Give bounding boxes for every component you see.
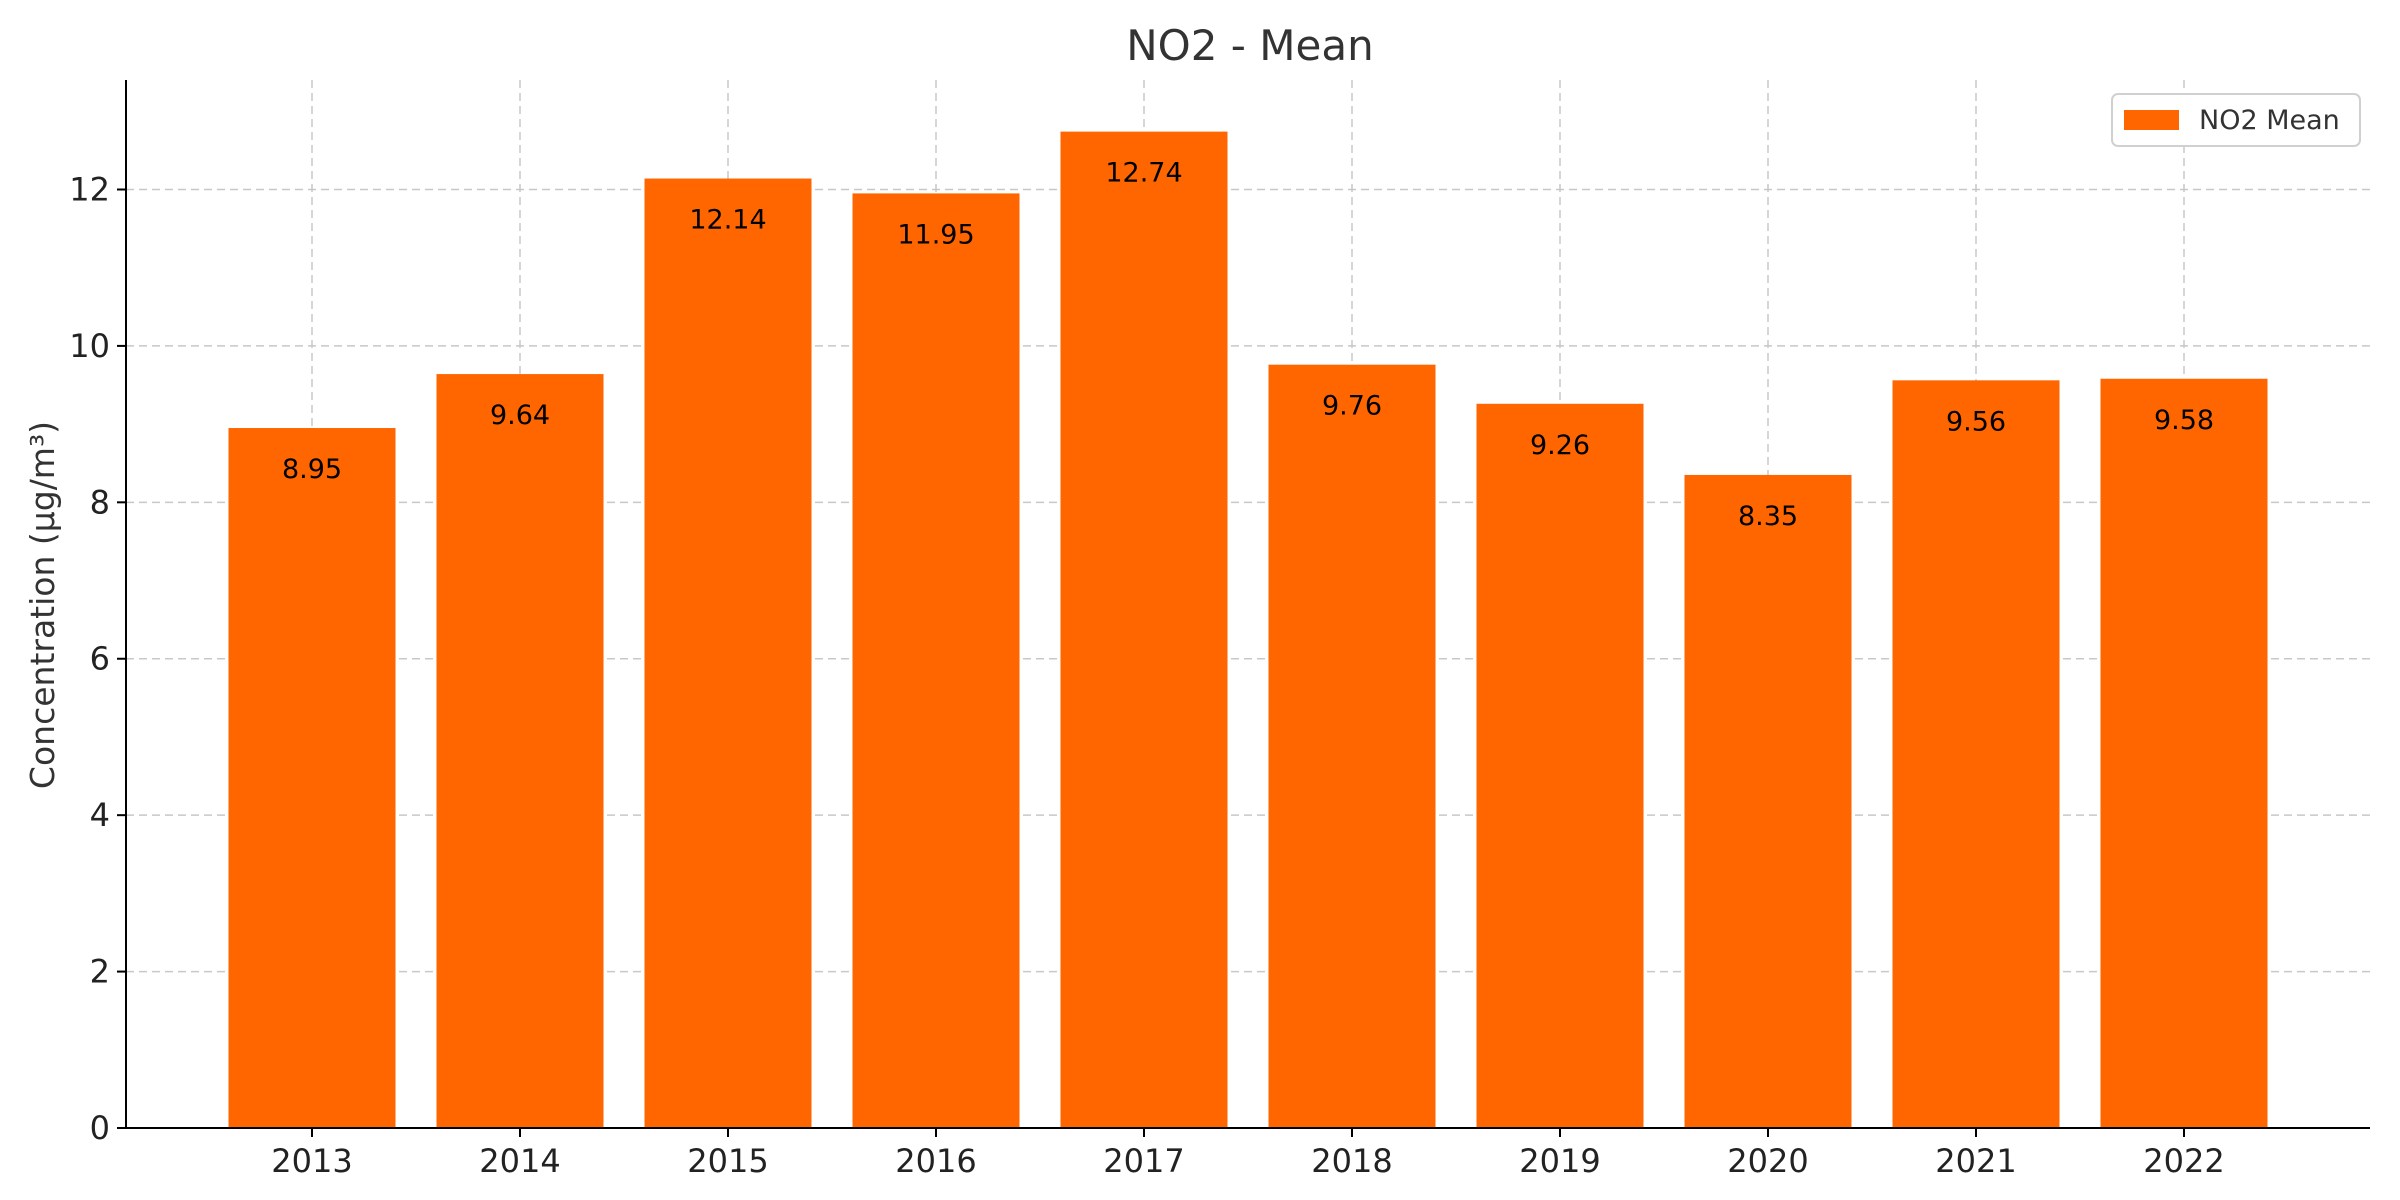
bar-2013 — [228, 428, 396, 1128]
bar-value-label: 11.95 — [897, 219, 974, 250]
y-axis-label: Concentration (μg/m³) — [23, 421, 62, 789]
x-tick-label: 2019 — [1519, 1142, 1600, 1180]
bar-value-label: 9.56 — [1946, 406, 2006, 437]
bar-value-labels: 8.95 9.64 12.14 11.95 12.74 9.76 9.26 8.35 9.56 9… — [282, 158, 2214, 532]
bar-value-label: 9.76 — [1322, 391, 1382, 422]
x-tick-label: 2014 — [479, 1142, 560, 1180]
bar-2018 — [1268, 364, 1436, 1128]
bar-value-label: 12.74 — [1105, 158, 1182, 189]
y-tick-label: 10 — [69, 327, 110, 365]
y-tick-label: 8 — [90, 483, 110, 521]
bars — [228, 131, 2268, 1129]
legend-label: NO2 Mean — [2199, 105, 2340, 136]
y-tick-label: 4 — [90, 796, 110, 834]
y-tick-label: 2 — [90, 953, 110, 991]
x-tick-label: 2022 — [2143, 1142, 2224, 1180]
y-tick-label: 0 — [90, 1109, 110, 1147]
chart-title: NO2 - Mean — [1126, 21, 1374, 70]
x-tick-label: 2020 — [1727, 1142, 1808, 1180]
y-tick-label: 12 — [69, 170, 110, 208]
bar-2015 — [644, 178, 812, 1129]
legend: NO2 Mean — [2111, 93, 2361, 147]
x-tick-label: 2015 — [687, 1142, 768, 1180]
bar-2017 — [1060, 131, 1228, 1128]
bar-2021 — [1892, 380, 2060, 1128]
bar-value-label: 8.35 — [1738, 501, 1798, 532]
bar-2020 — [1684, 474, 1852, 1129]
bar-value-label: 12.14 — [689, 205, 766, 236]
legend-box — [2111, 93, 2361, 147]
bar-2014 — [436, 374, 604, 1128]
x-tick-label: 2013 — [271, 1142, 352, 1180]
axes: 0 2 4 6 8 10 12 2013 2014 2015 2016 2017 2018 2019 202… — [69, 80, 2370, 1180]
x-tick-label: 2021 — [1935, 1142, 2016, 1180]
bar-value-label: 8.95 — [282, 454, 342, 485]
bar-2022 — [2100, 378, 2268, 1129]
bar-value-label: 9.64 — [490, 400, 550, 431]
y-tick-label: 6 — [90, 640, 110, 678]
bar-value-label: 9.58 — [2154, 405, 2214, 436]
x-tick-label: 2018 — [1311, 1142, 1392, 1180]
x-tick-label: 2016 — [895, 1142, 976, 1180]
bar-value-label: 9.26 — [1530, 430, 1590, 461]
bar-2019 — [1476, 403, 1644, 1129]
bar-2016 — [852, 193, 1020, 1129]
legend-swatch — [2124, 110, 2179, 130]
x-tick-label: 2017 — [1103, 1142, 1184, 1180]
